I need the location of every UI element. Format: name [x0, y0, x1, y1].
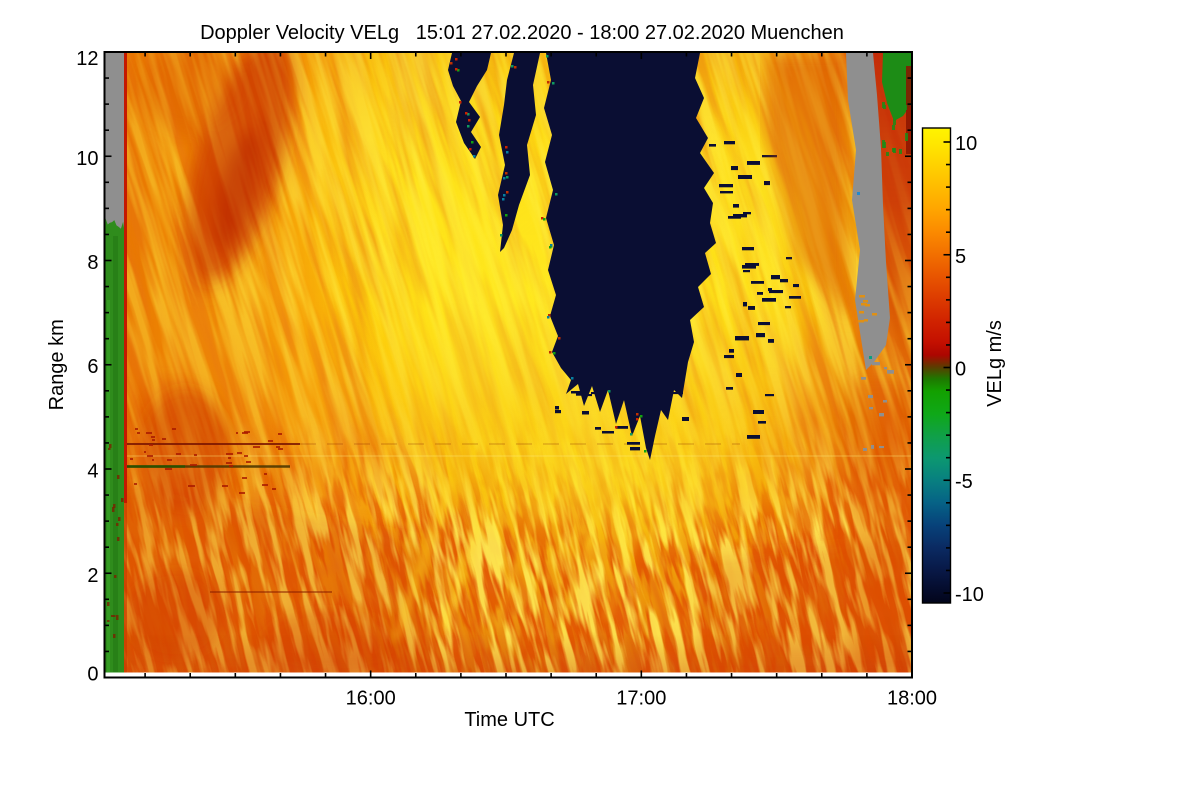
svg-text:5: 5: [955, 246, 966, 268]
svg-text:10: 10: [76, 148, 98, 170]
svg-text:2: 2: [87, 565, 98, 587]
svg-text:8: 8: [87, 252, 98, 274]
svg-text:VELg m/s: VELg m/s: [984, 320, 1006, 407]
svg-text:0: 0: [87, 664, 98, 686]
svg-text:0: 0: [955, 359, 966, 381]
svg-text:4: 4: [87, 461, 98, 483]
svg-text:-5: -5: [955, 471, 973, 493]
svg-text:Range km: Range km: [46, 319, 68, 410]
svg-text:Doppler Velocity VELg 15:01: Doppler Velocity VELg 15:01 27.02.2020 -…: [200, 22, 844, 44]
svg-text:12: 12: [76, 48, 98, 70]
svg-text:18:00: 18:00: [887, 688, 937, 710]
svg-text:10: 10: [955, 133, 977, 155]
svg-text:17:00: 17:00: [616, 688, 666, 710]
svg-text:-10: -10: [955, 584, 984, 606]
svg-text:16:00: 16:00: [346, 688, 396, 710]
svg-text:Time UTC: Time UTC: [464, 709, 554, 731]
svg-text:6: 6: [87, 356, 98, 378]
